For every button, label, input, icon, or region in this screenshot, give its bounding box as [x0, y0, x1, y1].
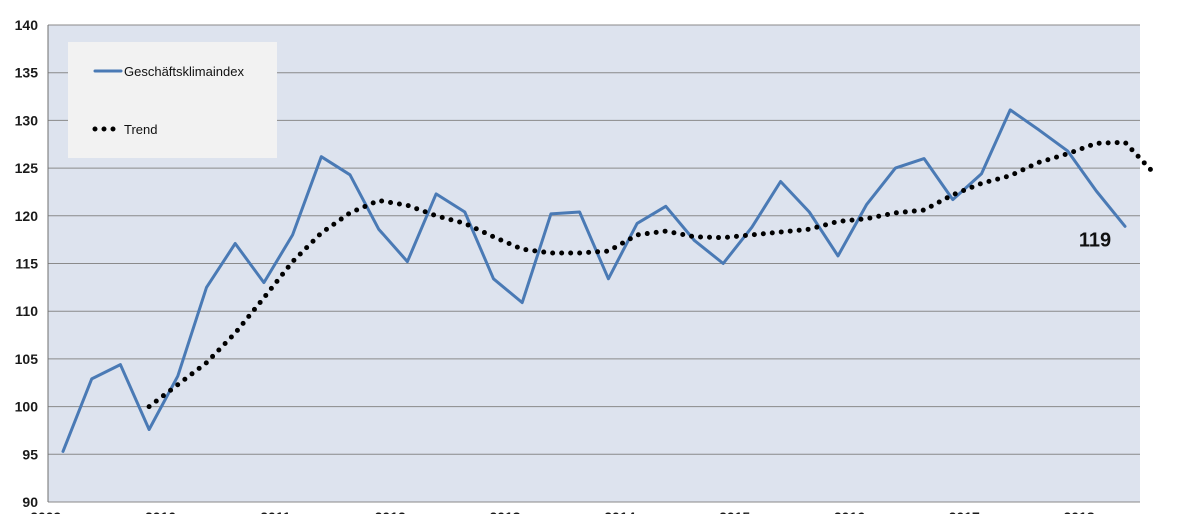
x-tick-label: 2015	[719, 509, 750, 514]
x-tick-label: 2009	[30, 509, 61, 514]
legend-label: Trend	[124, 122, 157, 137]
series-line-geschaeftsklimaindex	[61, 108, 1127, 453]
y-tick-label: 115	[15, 256, 38, 272]
legend-box	[68, 42, 277, 158]
y-tick-label: 125	[15, 160, 39, 176]
x-tick-label: 2017	[949, 509, 980, 514]
x-tick-label: 2018	[1063, 509, 1094, 514]
y-tick-label: 140	[15, 17, 39, 33]
y-tick-label: 105	[15, 351, 39, 367]
legend-label: Geschäftsklimaindex	[124, 64, 244, 79]
y-tick-label: 95	[22, 446, 38, 462]
x-tick-label: 2016	[834, 509, 865, 514]
y-tick-label: 90	[22, 494, 38, 510]
x-tick-label: 2011	[260, 509, 291, 514]
legend: Geschäftsklimaindex Trend	[68, 42, 277, 158]
x-tick-label: 2014	[604, 509, 635, 514]
x-tick-label: 2013	[489, 509, 520, 514]
annotations: 119	[1079, 229, 1111, 251]
y-tick-label: 110	[15, 303, 38, 319]
y-tick-label: 130	[15, 112, 39, 128]
y-tick-label: 100	[15, 399, 39, 415]
y-tick-label: 120	[15, 208, 39, 224]
y-axis-ticks: 90 95 100 105 110 115 120 125 130 135 140	[15, 17, 39, 510]
x-tick-label: 2010	[145, 509, 176, 514]
callout-label: 119	[1079, 229, 1111, 251]
y-tick-label: 135	[15, 65, 39, 81]
series-group	[61, 108, 1157, 453]
